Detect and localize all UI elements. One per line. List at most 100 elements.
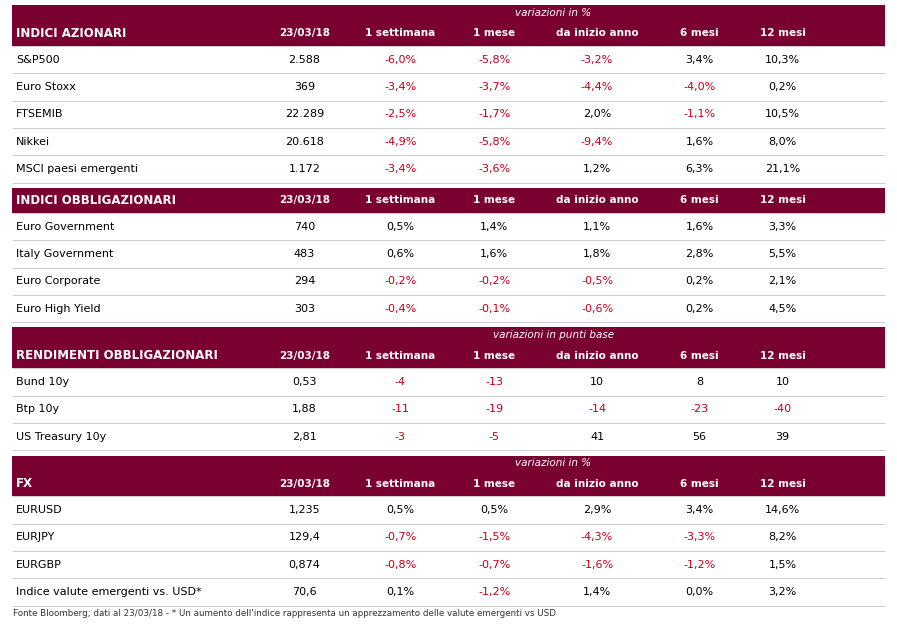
Text: -4,9%: -4,9% — [384, 137, 416, 146]
Text: Euro Stoxx: Euro Stoxx — [16, 82, 76, 92]
Text: -3: -3 — [395, 431, 406, 442]
Text: 0,5%: 0,5% — [480, 505, 509, 515]
Text: -0,7%: -0,7% — [478, 560, 510, 569]
Text: 0,6%: 0,6% — [387, 249, 414, 259]
Text: 2,8%: 2,8% — [685, 249, 714, 259]
Text: FTSEMIB: FTSEMIB — [16, 109, 64, 119]
Text: 39: 39 — [776, 431, 789, 442]
Text: 0,874: 0,874 — [289, 560, 320, 569]
Text: -4,3%: -4,3% — [581, 532, 614, 542]
Text: 1,6%: 1,6% — [480, 249, 509, 259]
Text: 303: 303 — [294, 304, 315, 313]
Text: 483: 483 — [293, 249, 315, 259]
Text: -5: -5 — [489, 431, 500, 442]
Text: MSCI paesi emergenti: MSCI paesi emergenti — [16, 164, 138, 174]
Text: 1.172: 1.172 — [289, 164, 320, 174]
Text: 21,1%: 21,1% — [765, 164, 800, 174]
Text: 23/03/18: 23/03/18 — [279, 479, 330, 489]
Text: 1 settimana: 1 settimana — [365, 351, 436, 361]
Bar — [12, 551, 885, 578]
Text: -0,5%: -0,5% — [581, 276, 613, 286]
Text: 8: 8 — [696, 377, 703, 387]
Text: 1,2%: 1,2% — [583, 164, 611, 174]
Text: 8,2%: 8,2% — [769, 532, 797, 542]
Bar — [12, 188, 885, 213]
Bar — [12, 5, 885, 46]
Text: S&P500: S&P500 — [16, 55, 60, 65]
Bar — [12, 213, 885, 240]
Text: 0,5%: 0,5% — [387, 505, 414, 515]
Text: variazioni in %: variazioni in % — [515, 8, 591, 18]
Bar — [12, 578, 885, 605]
Text: 12 mesi: 12 mesi — [760, 28, 806, 39]
Text: 14,6%: 14,6% — [765, 505, 800, 515]
Text: 4,5%: 4,5% — [769, 304, 797, 313]
Text: 1 mese: 1 mese — [474, 351, 516, 361]
Text: 1 mese: 1 mese — [474, 28, 516, 39]
Text: -0,2%: -0,2% — [478, 276, 510, 286]
Text: 129,4: 129,4 — [289, 532, 320, 542]
Text: 0,2%: 0,2% — [685, 304, 714, 313]
Bar — [12, 524, 885, 551]
Text: Euro Government: Euro Government — [16, 221, 115, 232]
Text: 12 mesi: 12 mesi — [760, 195, 806, 205]
Bar — [12, 327, 885, 369]
Text: 740: 740 — [293, 221, 315, 232]
Text: 20.618: 20.618 — [285, 137, 324, 146]
Text: -1,1%: -1,1% — [684, 109, 716, 119]
Text: 0,5%: 0,5% — [387, 221, 414, 232]
Text: -1,5%: -1,5% — [478, 532, 510, 542]
Text: Btp 10y: Btp 10y — [16, 404, 59, 414]
Bar — [12, 155, 885, 182]
Text: Fonte Bloomberg; dati al 23/03/18 - * Un aumento dell'indice rappresenta un appr: Fonte Bloomberg; dati al 23/03/18 - * Un… — [13, 609, 556, 618]
Bar — [12, 295, 885, 322]
Text: 1 mese: 1 mese — [474, 195, 516, 205]
Text: 5,5%: 5,5% — [769, 249, 797, 259]
Bar — [12, 423, 885, 450]
Text: -0,4%: -0,4% — [384, 304, 416, 313]
Text: 0,1%: 0,1% — [387, 587, 414, 597]
Text: Italy Government: Italy Government — [16, 249, 114, 259]
Text: 2,9%: 2,9% — [583, 505, 611, 515]
Text: EURJPY: EURJPY — [16, 532, 56, 542]
Text: 1,88: 1,88 — [292, 404, 317, 414]
Text: -4: -4 — [395, 377, 406, 387]
Text: 6 mesi: 6 mesi — [680, 479, 719, 489]
Bar — [12, 268, 885, 295]
Text: INDICI AZIONARI: INDICI AZIONARI — [16, 27, 126, 40]
Text: 10: 10 — [776, 377, 789, 387]
Text: 294: 294 — [293, 276, 315, 286]
Text: -4,0%: -4,0% — [684, 82, 716, 92]
Text: Bund 10y: Bund 10y — [16, 377, 69, 387]
Text: 10: 10 — [590, 377, 604, 387]
Text: 23/03/18: 23/03/18 — [279, 351, 330, 361]
Text: 6 mesi: 6 mesi — [680, 351, 719, 361]
Text: 41: 41 — [590, 431, 604, 442]
Text: -0,2%: -0,2% — [384, 276, 416, 286]
Text: -23: -23 — [691, 404, 709, 414]
Text: 2,0%: 2,0% — [583, 109, 611, 119]
Text: 10,3%: 10,3% — [765, 55, 800, 65]
Bar — [12, 240, 885, 268]
Text: 1,6%: 1,6% — [685, 137, 714, 146]
Text: -40: -40 — [773, 404, 792, 414]
Text: da inizio anno: da inizio anno — [556, 28, 639, 39]
Text: -5,8%: -5,8% — [478, 137, 510, 146]
Text: 1,4%: 1,4% — [583, 587, 611, 597]
Text: -3,2%: -3,2% — [581, 55, 614, 65]
Text: -1,7%: -1,7% — [478, 109, 510, 119]
Text: 56: 56 — [692, 431, 707, 442]
Text: Euro High Yield: Euro High Yield — [16, 304, 100, 313]
Text: -3,6%: -3,6% — [478, 164, 510, 174]
Text: -3,4%: -3,4% — [384, 82, 416, 92]
Text: 1,235: 1,235 — [289, 505, 320, 515]
Text: 0,2%: 0,2% — [685, 276, 714, 286]
Text: -1,2%: -1,2% — [684, 560, 716, 569]
Bar — [12, 101, 885, 128]
Text: 2.588: 2.588 — [288, 55, 320, 65]
Text: US Treasury 10y: US Treasury 10y — [16, 431, 107, 442]
Text: 369: 369 — [294, 82, 315, 92]
Bar — [12, 456, 885, 496]
Text: 1,1%: 1,1% — [583, 221, 611, 232]
Text: 3,2%: 3,2% — [769, 587, 797, 597]
